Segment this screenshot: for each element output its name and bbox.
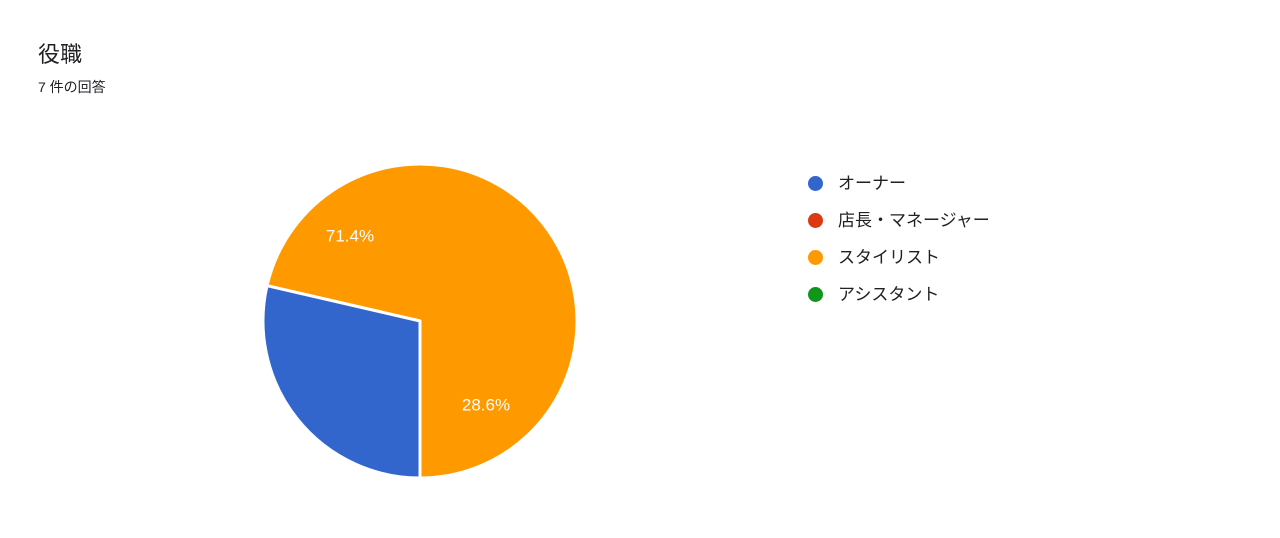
legend-item-manager[interactable]: 店長・マネージャー [808, 202, 990, 239]
legend-label-owner: オーナー [838, 174, 906, 193]
legend-swatch-manager-icon [808, 213, 823, 228]
chart-header: 役職 7 件の回答 [38, 40, 106, 98]
legend-label-stylist: スタイリスト [838, 248, 940, 267]
legend-swatch-owner-icon [808, 176, 823, 191]
plot-area: 71.4% 28.6% オーナー 店長・マネージャー スタイリスト アシスタント [0, 120, 1280, 538]
legend-swatch-stylist-icon [808, 250, 823, 265]
pie-slice-label-stylist: 71.4% [326, 226, 374, 245]
chart-legend: オーナー 店長・マネージャー スタイリスト アシスタント [808, 165, 990, 313]
pie-slice-stylist[interactable] [265, 162, 579, 480]
pie-slice-label-owner: 28.6% [462, 395, 510, 414]
legend-item-assistant[interactable]: アシスタント [808, 276, 990, 313]
legend-label-manager: 店長・マネージャー [838, 211, 990, 230]
pie-slice-owner[interactable] [261, 284, 422, 480]
legend-label-assistant: アシスタント [838, 285, 940, 304]
page-title: 役職 [38, 42, 83, 67]
legend-item-stylist[interactable]: スタイリスト [808, 239, 990, 276]
pie-chart-graphic: 71.4% 28.6% [261, 162, 579, 480]
response-count-label: 7 件の回答 [38, 79, 106, 95]
legend-swatch-assistant-icon [808, 287, 823, 302]
legend-item-owner[interactable]: オーナー [808, 165, 990, 202]
